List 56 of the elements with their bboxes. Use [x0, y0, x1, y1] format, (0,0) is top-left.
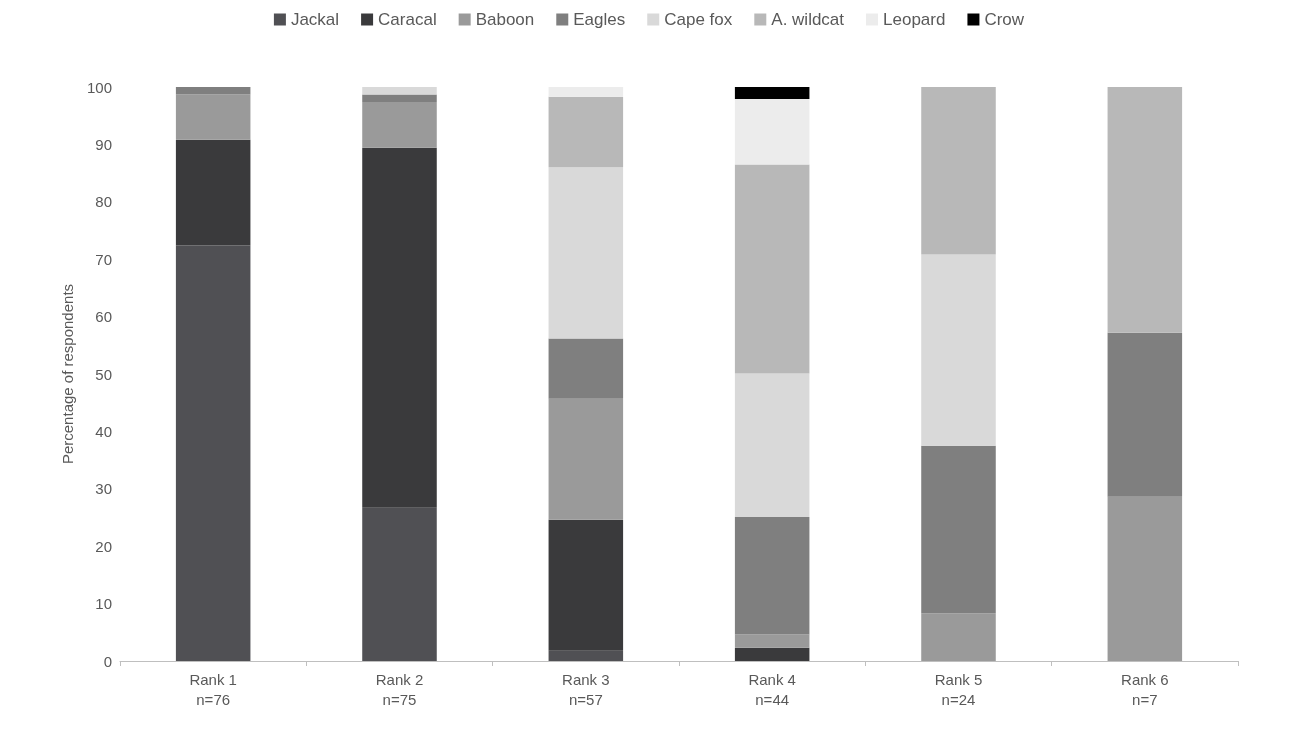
bar: [734, 373, 810, 517]
legend-label: Cape fox: [664, 10, 733, 29]
y-tick-label: 100: [86, 78, 112, 96]
bar: [362, 507, 437, 661]
y-tick-label: 10: [95, 595, 112, 613]
bar: [362, 94, 437, 102]
bar: [175, 87, 251, 95]
legend-label: Leopard: [883, 10, 946, 29]
y-tick-label: 80: [95, 193, 112, 211]
legend-label: A. wildcat: [771, 10, 845, 29]
bar: [734, 87, 810, 100]
bar: [175, 139, 251, 246]
bar: [548, 96, 624, 168]
bar: [548, 398, 624, 520]
legend-label: Crow: [984, 10, 1025, 29]
x-tick-label: Rank 6 n=7: [1121, 670, 1169, 708]
bar: [734, 516, 810, 635]
legend-label: Jackal: [290, 10, 340, 29]
bar: [175, 245, 251, 661]
bar: [1107, 87, 1183, 333]
legend-label: Baboon: [475, 10, 535, 29]
y-tick-label: 70: [95, 250, 112, 268]
y-tick-label: 30: [95, 480, 112, 498]
bar: [734, 99, 810, 165]
bar: [921, 445, 996, 614]
bar: [734, 634, 810, 648]
x-tick-label: Rank 4 n=44: [748, 670, 796, 708]
y-tick-label: 50: [95, 365, 112, 383]
y-tick-label: 40: [95, 422, 112, 440]
x-tick-label: Rank 3 n=57: [562, 670, 610, 708]
x-tick-label: Rank 1 n=76: [189, 670, 237, 708]
bar: [362, 101, 437, 148]
bar: [548, 167, 624, 339]
y-tick-label: 60: [95, 308, 112, 326]
bar: [548, 338, 624, 399]
bar: [362, 87, 437, 95]
y-axis-title: Percentage of respondents: [59, 283, 76, 465]
y-tick-label: 90: [95, 135, 112, 153]
bar: [548, 87, 624, 97]
bar: [921, 613, 996, 661]
y-tick-label: 20: [95, 537, 112, 555]
x-tick-label: Rank 5 n=24: [934, 670, 983, 708]
bar: [1107, 496, 1183, 661]
x-tick-label: Rank 2 n=75: [375, 670, 424, 708]
bar: [1107, 332, 1183, 497]
bar: [921, 254, 996, 446]
bar: [548, 650, 624, 661]
bar: [548, 519, 624, 651]
bar: [175, 94, 251, 140]
legend-label: Caracal: [378, 10, 437, 29]
y-tick-label: 0: [103, 652, 112, 670]
legend-label: Eagles: [573, 10, 626, 29]
bar: [734, 164, 810, 374]
bar: [921, 87, 996, 255]
bar: [362, 147, 437, 508]
bar: [734, 647, 810, 661]
